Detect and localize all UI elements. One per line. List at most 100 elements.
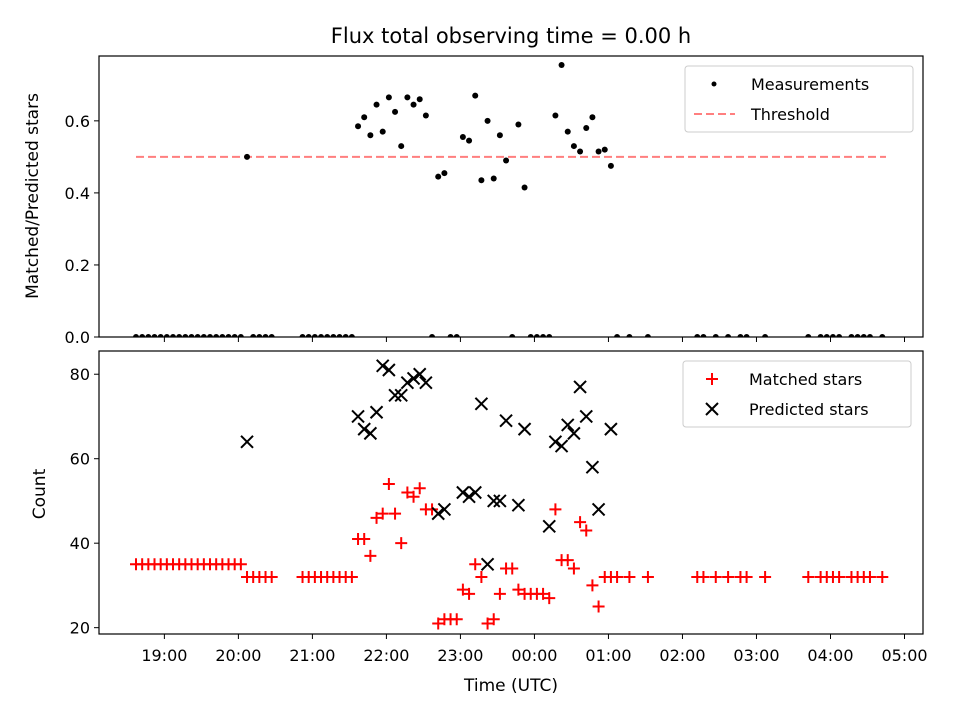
measurement-point — [133, 334, 140, 337]
matched-stars-point — [586, 579, 599, 592]
measurement-point — [416, 96, 423, 103]
matched-stars-point — [487, 613, 500, 626]
x-tick-label: 00:00 — [511, 646, 557, 665]
measurement-point — [311, 334, 318, 337]
measurement-point — [299, 334, 306, 337]
matched-stars-point — [463, 587, 476, 600]
measurement-point — [139, 334, 146, 337]
measurement-point — [521, 184, 528, 191]
measurement-point — [533, 334, 540, 337]
matched-stars-point — [401, 486, 414, 499]
predicted-stars-point — [400, 375, 415, 390]
measurement-point — [429, 334, 436, 337]
measurement-point — [441, 170, 448, 177]
matched-stars-point — [592, 600, 605, 613]
y-tick-label: 40 — [70, 534, 90, 553]
legend-label: Predicted stars — [749, 400, 869, 419]
matched-stars-point — [580, 524, 593, 537]
matched-stars-point — [802, 570, 815, 583]
matched-stars-point — [709, 570, 722, 583]
y-tick-label: 80 — [70, 365, 90, 384]
matched-stars-point — [456, 583, 469, 596]
measurement-point — [213, 334, 220, 337]
predicted-stars-point — [413, 367, 427, 381]
measurement-point — [361, 114, 368, 121]
legend-label: Measurements — [751, 75, 869, 94]
x-tick-label: 05:00 — [881, 646, 927, 665]
predicted-stars-point — [437, 502, 452, 517]
y-tick-label: 20 — [70, 619, 90, 638]
matched-stars-point — [358, 532, 371, 545]
measurement-point — [348, 334, 355, 337]
matched-stars-point — [234, 558, 247, 571]
measurement-point — [176, 334, 183, 337]
measurement-point — [435, 173, 442, 180]
matched-stars-point — [722, 570, 735, 583]
measurement-point — [509, 334, 516, 337]
matched-stars-point — [863, 570, 876, 583]
measurement-point — [823, 334, 830, 337]
measurement-point — [237, 334, 244, 337]
axes-frame — [98, 55, 924, 338]
measurement-point — [398, 143, 405, 150]
measurement-point — [570, 143, 577, 150]
predicted-stars-point — [406, 371, 421, 386]
measurement-point — [305, 334, 312, 337]
predicted-stars-point — [394, 388, 408, 403]
predicted-stars-point — [240, 435, 254, 449]
measurement-point — [484, 117, 491, 124]
predicted-stars-point — [517, 422, 532, 436]
measurement-point — [188, 334, 195, 337]
measurement-point — [336, 334, 343, 337]
matched-stars-point — [407, 490, 420, 503]
x-tick-label: 23:00 — [437, 646, 483, 665]
measurement-point — [817, 334, 824, 337]
predicted-stars-point — [419, 375, 433, 390]
matched-stars-point — [475, 570, 488, 583]
y-tick-label: 0.2 — [65, 256, 90, 275]
matched-stars-point — [574, 516, 587, 529]
predicted-stars-point — [561, 418, 575, 432]
measurement-point — [392, 108, 399, 115]
measurement-point — [410, 101, 417, 108]
measurement-point — [170, 334, 177, 337]
matched-stars-point — [389, 507, 402, 520]
matched-stars-point — [641, 570, 654, 583]
matched-stars-point — [740, 570, 753, 583]
predicted-stars-point — [554, 439, 569, 453]
measurement-point — [614, 334, 621, 337]
measurement-point — [157, 334, 164, 337]
measurement-point — [805, 334, 812, 337]
measurement-point — [466, 137, 473, 144]
matched-stars-point — [759, 570, 772, 583]
measurement-point — [601, 146, 608, 153]
predicted-stars-point — [499, 413, 513, 428]
matched-stars-point — [697, 570, 710, 583]
measurement-point — [200, 334, 207, 337]
predicted-stars-point — [388, 388, 402, 403]
legend-label: Threshold — [750, 105, 830, 124]
measurement-point — [250, 334, 257, 337]
measurement-point — [712, 334, 719, 337]
measurement-point — [743, 334, 750, 337]
x-tick-label: 20:00 — [215, 646, 261, 665]
matched-stars-point — [376, 507, 389, 520]
measurement-point — [503, 157, 510, 164]
measurement-point — [644, 334, 651, 337]
predicted-stars-point — [480, 557, 495, 572]
measurement-point — [256, 334, 263, 337]
measurement-point — [422, 112, 429, 119]
top-y-axis-label: Matched/Predicted stars — [23, 93, 43, 299]
matched-stars-point — [512, 583, 525, 596]
measurement-point — [496, 132, 503, 139]
measurement-point — [207, 334, 214, 337]
predicted-stars-point — [468, 485, 482, 500]
measurement-point — [367, 132, 374, 139]
predicted-stars-point — [376, 359, 390, 373]
x-tick-label: 04:00 — [807, 646, 853, 665]
predicted-stars-point — [542, 519, 556, 533]
measurement-point — [626, 334, 633, 337]
predicted-stars-point — [493, 494, 507, 508]
matched-stars-point — [876, 570, 889, 583]
